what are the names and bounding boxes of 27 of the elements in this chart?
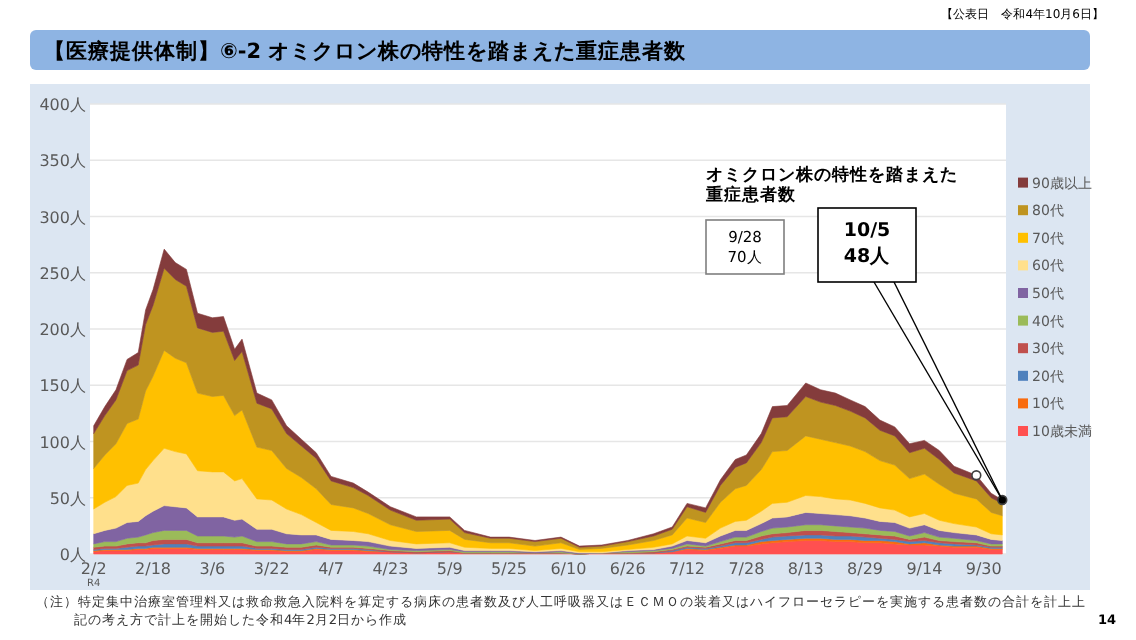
x-tick-label: 6/26 [609,560,646,578]
y-tick-label: 0人 [59,546,86,564]
y-tick-label: 200人 [39,321,86,339]
x-tick-label: 6/10 [550,560,587,578]
x-tick-label: 5/25 [491,560,528,578]
x-tick-label: 7/12 [669,560,706,578]
annotation: 10/5 48人 [843,220,893,268]
x-tick-label: 4/23 [372,560,409,578]
x-tick-label: 7/28 [728,560,765,578]
x-tick-label: 3/22 [253,560,290,578]
x-tick-label: 3/6 [199,560,226,578]
y-tick-label: 350人 [39,152,86,171]
y-tick-label: 250人 [39,264,86,283]
x-tick-label: 9/30 [965,560,1002,578]
y-tick-label: 100人 [39,433,86,452]
x-tick-label: 8/29 [847,560,884,578]
x-tick-label: 4/7 [318,560,344,578]
y-tick-label: 150人 [39,377,86,396]
y-tick-label: 400人 [39,96,86,114]
x-tick-label: 8/13 [787,560,824,578]
x-tick-label: 9/14 [906,560,943,578]
x-tick-label: 2/18 [135,560,172,578]
x-tick-label: 5/9 [436,560,463,578]
chart-title: 【医療提供体制】⑥-2 オミクロン株の特性を踏まえた重症患者数 [44,38,689,64]
annotation: オミクロン株の特性を踏まえた重症患者数 [704,164,958,206]
y-tick-label: 50人 [49,489,86,508]
y-tick-label: 300人 [39,208,86,227]
